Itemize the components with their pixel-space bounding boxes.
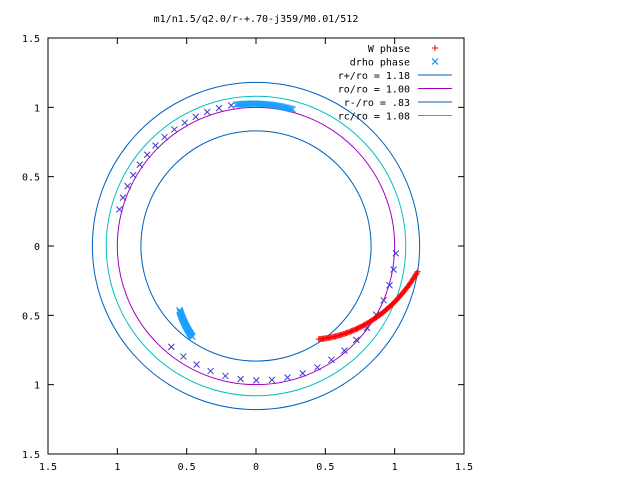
drho-phase-point [129, 171, 137, 179]
legend: W phase drho phase r+/ro = 1.18 ro/ro = 1.0… [338, 44, 452, 123]
drho-phase-point [287, 105, 295, 113]
drho-phase-point [143, 151, 151, 159]
x-tick-label: 1 [392, 462, 398, 473]
x-tick-label: 1 [114, 462, 120, 473]
drho-phase-point [180, 353, 187, 360]
drho-phase-point [341, 347, 348, 354]
drho-phase-point [252, 377, 260, 384]
drho-phase-point [181, 119, 189, 127]
y-tick-label: 0.5 [22, 311, 40, 322]
y-tick-label: 0 [34, 242, 40, 253]
drho-phase-point [352, 336, 360, 344]
drho-phase-point [152, 142, 159, 149]
circle-series [116, 106, 396, 386]
drho-phase-point [392, 249, 400, 257]
drho-phase-point [193, 361, 200, 368]
drho-phase-point [192, 113, 200, 121]
drho-phase-point [161, 133, 168, 141]
y-tick-label: 0.5 [22, 173, 40, 184]
drho-phase-point [215, 104, 223, 112]
drho-phase-point [171, 126, 178, 133]
legend-label: W phase [368, 44, 410, 55]
axis-ticks: 1.5 1 0.5 0 0.5 1 1.51.510.500.511.5 [22, 34, 473, 473]
drho-phase-point [116, 206, 123, 213]
drho-phase-point [390, 266, 397, 273]
legend-label: drho phase [350, 58, 410, 69]
drho-phase-point [136, 161, 144, 168]
drho-phase-point [119, 194, 127, 201]
x-tick-label: 0.5 [178, 462, 196, 473]
drho-phase-point [328, 356, 335, 364]
x-tick-label: 1.5 [39, 462, 57, 473]
drho-phase-point [289, 106, 296, 113]
legend-label: rc/ro = 1.08 [338, 112, 410, 123]
legend-label: ro/ro = 1.00 [338, 85, 410, 96]
drho-phase-point [176, 306, 183, 314]
y-tick-label: 1.5 [22, 450, 40, 461]
drho-phase-point [386, 281, 393, 289]
drho-phase-point [222, 372, 229, 380]
drho-phase-point [207, 367, 214, 375]
drho-phase-point [124, 182, 131, 190]
x-tick-label: 0 [253, 462, 259, 473]
drho-phase-point [380, 296, 388, 304]
legend-marker [432, 45, 438, 51]
y-tick-label: 1 [34, 381, 40, 392]
reference-circles [91, 81, 421, 411]
drho-phase-point [299, 370, 307, 377]
drho-phase-point [268, 376, 276, 384]
phase-points [116, 100, 421, 384]
drho-phase-point [167, 343, 175, 351]
legend-marker [431, 58, 439, 65]
legend-label: r+/ro = 1.18 [338, 71, 410, 82]
drho-phase-point [203, 108, 211, 116]
circle-series [105, 95, 407, 397]
drho-phase-point [284, 374, 291, 381]
w-phase-point [315, 336, 322, 343]
y-tick-label: 1 [34, 103, 40, 114]
y-tick-label: 1.5 [22, 34, 40, 45]
circle-series [140, 130, 372, 362]
x-tick-label: 1.5 [455, 462, 473, 473]
x-tick-label: 0.5 [316, 462, 334, 473]
circle-series [91, 81, 421, 411]
drho-phase-point [314, 364, 321, 371]
chart-title: m1/n1.5/q2.0/r-+.70-j359/M0.01/512 [154, 14, 359, 25]
legend-label: r-/ro = .83 [344, 98, 410, 109]
drho-phase-point [237, 375, 245, 383]
